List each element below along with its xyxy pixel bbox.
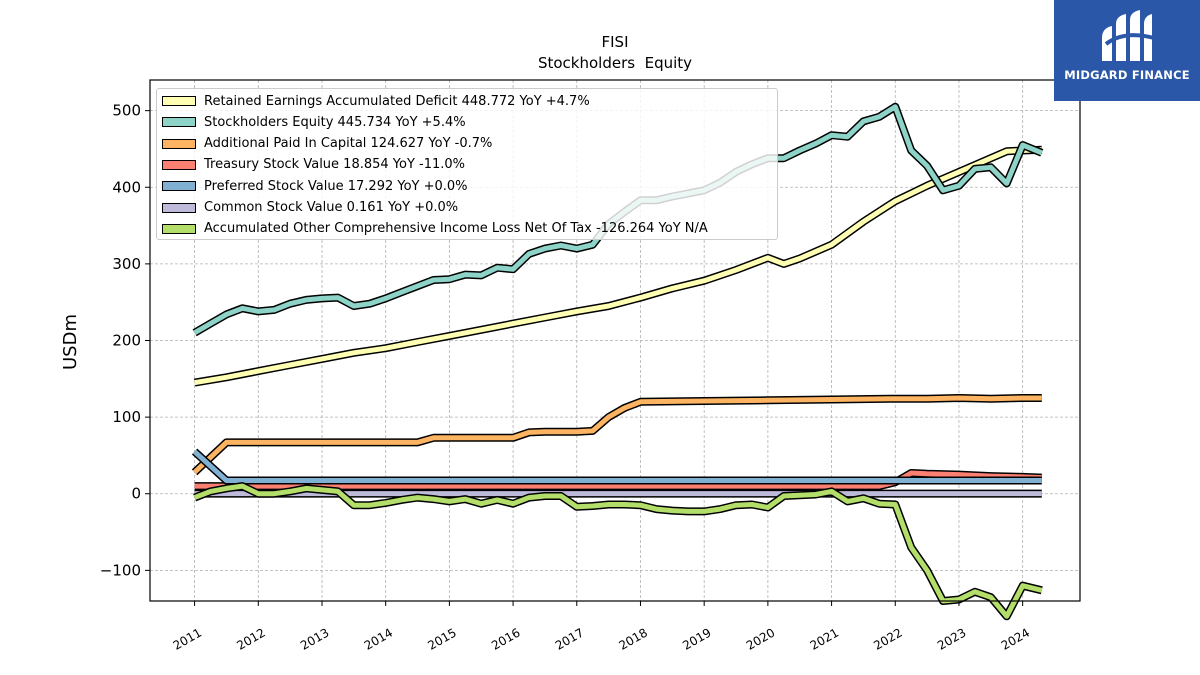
legend-entry: Retained Earnings Accumulated Deficit 44…	[162, 91, 590, 111]
x-tick-label: 2014	[362, 625, 395, 652]
legend-entry: Additional Paid In Capital 124.627 YoY -…	[162, 134, 492, 154]
y-tick-label: 400	[112, 178, 141, 196]
series-line	[194, 470, 1042, 489]
y-tick-label: −100	[100, 561, 141, 579]
y-axis: −100 0 100 200 300 400 500	[100, 102, 150, 579]
legend-swatch	[162, 96, 196, 106]
legend-label: Additional Paid In Capital 124.627 YoY -…	[204, 136, 493, 152]
chart-title: FISI	[602, 33, 629, 51]
logo-mark-icon	[1102, 10, 1155, 61]
y-tick-label: 500	[112, 102, 141, 120]
chart-subtitle: Stockholders Equity	[538, 54, 692, 72]
legend-label: Common Stock Value 0.161 YoY +0.0%	[204, 200, 459, 215]
chart-legend: Retained Earnings Accumulated Deficit 44…	[156, 88, 778, 240]
x-tick-label: 2013	[298, 625, 331, 652]
series-line	[192, 449, 1042, 483]
x-tick-label: 2016	[489, 625, 522, 652]
legend-label: Accumulated Other Comprehensive Income L…	[204, 221, 708, 237]
chart-series	[191, 102, 1044, 621]
legend-swatch	[162, 202, 196, 213]
x-tick-label: 2021	[808, 625, 841, 652]
legend-label: Preferred Stock Value 17.292 YoY +0.0%	[204, 178, 468, 194]
legend-entry: Common Stock Value 0.161 YoY +0.0%	[162, 198, 458, 218]
legend-entry: Treasury Stock Value 18.854 YoY -11.0%	[162, 155, 465, 175]
legend-swatch	[162, 117, 196, 128]
y-tick-label: 200	[112, 332, 141, 350]
x-axis: 2011 2012 2013 2014 2015 2016 2017 2018 2019 2020…	[171, 601, 1032, 653]
legend-swatch	[162, 223, 196, 234]
logo-text: MIDGARD FINANCE	[1064, 68, 1190, 82]
x-tick-label: 2018	[617, 625, 650, 652]
x-tick-label: 2024	[999, 625, 1032, 652]
x-tick-label: 2015	[425, 625, 458, 652]
legend-swatch	[162, 181, 196, 192]
brand-logo: MIDGARD FINANCE	[1054, 0, 1200, 101]
x-tick-label: 2022	[871, 625, 904, 652]
series-retained-earnings-accumulated-deficit	[193, 145, 1042, 387]
y-axis-label: USDm	[60, 314, 81, 370]
legend-swatch	[162, 159, 196, 170]
legend-label: Retained Earnings Accumulated Deficit 44…	[204, 93, 590, 109]
series-treasury-stock-value	[194, 469, 1042, 491]
series-line	[192, 395, 1042, 475]
series-preferred-stock-value	[191, 448, 1042, 485]
legend-label: Treasury Stock Value 18.854 YoY -11.0%	[204, 157, 466, 173]
y-tick-label: 300	[112, 255, 141, 273]
series-line	[194, 147, 1042, 386]
legend-entry: Preferred Stock Value 17.292 YoY +0.0%	[162, 176, 468, 196]
series-accumulated-other-comprehensive-income-loss-net-of-tax	[193, 482, 1043, 621]
x-tick-label: 2019	[680, 625, 713, 652]
x-tick-label: 2011	[171, 625, 204, 652]
series-line	[193, 483, 1043, 619]
legend-swatch	[162, 138, 196, 149]
series-additional-paid-in-capital	[191, 394, 1042, 476]
y-tick-label: 100	[112, 408, 141, 426]
legend-entry: Accumulated Other Comprehensive Income L…	[162, 219, 708, 239]
y-tick-label: 0	[131, 485, 141, 503]
x-tick-label: 2012	[234, 625, 267, 652]
legend-entry: Stockholders Equity 445.734 YoY +5.4%	[162, 112, 466, 132]
x-tick-label: 2023	[935, 625, 968, 652]
x-tick-label: 2020	[744, 625, 777, 652]
legend-label: Stockholders Equity 445.734 YoY +5.4%	[204, 114, 466, 130]
x-tick-label: 2017	[553, 625, 586, 652]
